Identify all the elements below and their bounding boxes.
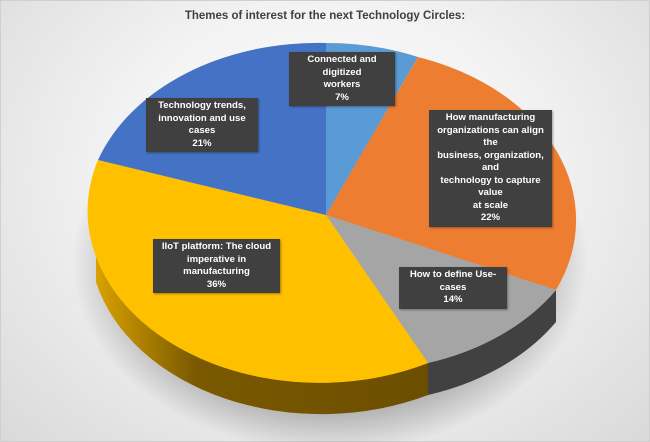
data-label-iiot: IIoT platform: The cloud imperative in m… bbox=[153, 239, 280, 293]
chart-title: Themes of interest for the next Technolo… bbox=[184, 10, 466, 22]
data-label-usecases: How to define Use-cases 14% bbox=[399, 267, 507, 309]
slice-side-iiot bbox=[96, 250, 428, 415]
data-label-trends: Technology trends, innovation and use ca… bbox=[146, 98, 258, 152]
data-label-connected: Connected and digitized workers 7% bbox=[289, 52, 395, 106]
data-label-align: How manufacturing organizations can alig… bbox=[429, 110, 552, 227]
slice-side-usecases bbox=[428, 290, 556, 395]
